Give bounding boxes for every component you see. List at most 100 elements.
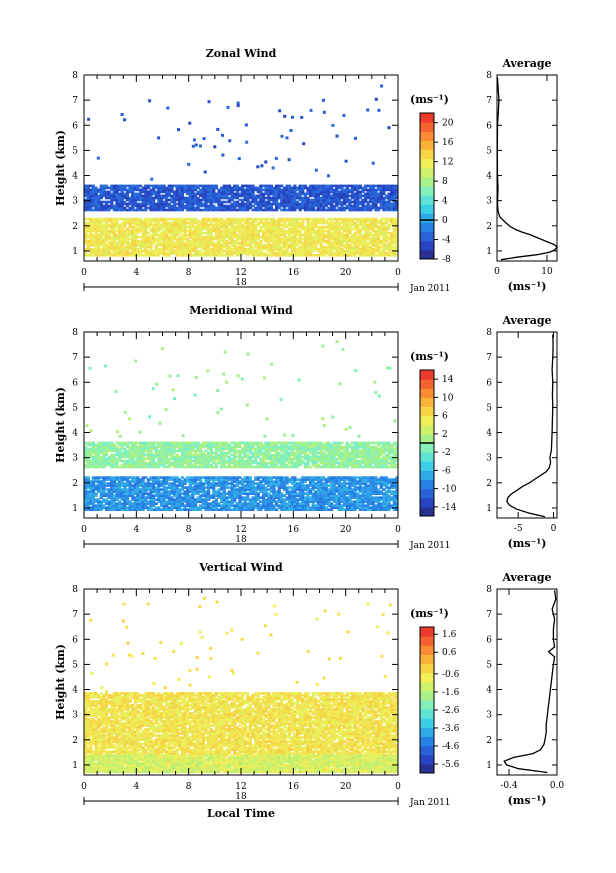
heatmap-cell xyxy=(225,445,229,449)
heatmap-cell xyxy=(384,245,389,249)
heatmap-cell xyxy=(131,188,135,192)
heatmap-cell xyxy=(230,188,234,192)
heatmap-cell xyxy=(118,449,122,453)
heatmap-cell xyxy=(345,233,349,237)
heatmap-cell xyxy=(387,200,391,204)
heatmap-cell xyxy=(220,239,224,243)
heatmap-cell xyxy=(369,225,373,229)
heatmap-cell xyxy=(353,206,357,210)
heatmap-cell xyxy=(350,237,355,241)
heatmap-cell xyxy=(337,457,341,461)
heatmap-cell xyxy=(264,235,268,239)
heatmap-cell xyxy=(146,196,150,200)
heatmap-cell xyxy=(84,459,88,463)
heatmap-cell xyxy=(319,198,323,202)
heatmap-cell xyxy=(298,451,302,455)
heatmap-cell xyxy=(173,443,177,447)
heatmap-cell xyxy=(245,140,249,144)
heatmap-cell xyxy=(209,229,213,233)
heatmap-cell xyxy=(301,461,305,465)
heatmap-cell xyxy=(345,223,349,227)
heatmap-cell xyxy=(259,245,263,249)
heatmap-cell xyxy=(309,217,313,221)
heatmap-cell xyxy=(269,198,273,202)
heatmap-cell xyxy=(107,443,111,447)
heatmap-cell xyxy=(146,441,150,445)
heatmap-cell xyxy=(186,451,190,455)
heatmap-cell xyxy=(193,459,198,463)
heatmap-cell xyxy=(149,208,153,212)
heatmap-cell xyxy=(170,243,174,247)
heatmap-cell xyxy=(280,198,284,202)
heatmap-cell xyxy=(379,186,383,190)
heatmap-cell xyxy=(94,447,98,451)
heatmap-cell xyxy=(395,239,398,243)
heatmap-cell xyxy=(175,223,179,227)
heatmap-cell xyxy=(392,443,396,447)
heatmap-cell xyxy=(209,247,213,251)
heatmap-cell xyxy=(120,113,124,116)
heatmap-cell xyxy=(86,245,90,249)
heatmap-cell xyxy=(327,221,331,225)
heatmap-cell xyxy=(269,229,273,233)
heatmap-cell xyxy=(298,241,302,245)
heatmap-cell xyxy=(384,217,389,221)
heatmap-cell xyxy=(324,235,328,239)
heatmap-cell xyxy=(220,229,224,233)
heatmap-cell xyxy=(201,184,205,188)
heatmap-cell xyxy=(131,186,135,190)
heatmap-cell xyxy=(104,254,109,257)
heatmap-cell xyxy=(209,249,213,253)
heatmap-cell xyxy=(369,245,373,249)
heatmap-cell xyxy=(167,465,171,469)
heatmap-cell xyxy=(144,245,148,249)
heatmap-cell xyxy=(269,443,273,447)
heatmap-cell xyxy=(348,461,352,465)
heatmap-cell xyxy=(188,249,192,253)
heatmap-cell xyxy=(293,237,297,241)
heatmap-cell xyxy=(152,443,156,447)
heatmap-cell xyxy=(226,105,230,109)
heatmap-cell xyxy=(89,449,93,453)
heatmap-cell xyxy=(364,463,368,467)
heatmap-cell xyxy=(157,223,161,227)
heatmap-cell xyxy=(115,252,119,255)
heatmap-cell xyxy=(280,196,284,200)
heatmap-cell xyxy=(309,208,313,212)
heatmap-cell xyxy=(356,465,360,469)
heatmap-cell xyxy=(309,247,313,251)
heatmap-cell xyxy=(89,229,93,233)
heatmap-cell xyxy=(214,254,218,257)
heatmap-cell xyxy=(280,457,284,461)
heatmap-cell xyxy=(180,206,184,210)
heatmap-cell xyxy=(165,192,169,196)
heatmap-cell xyxy=(335,219,339,223)
heatmap-cell xyxy=(217,252,221,255)
heatmap-cell xyxy=(311,186,315,190)
heatmap-cell xyxy=(285,184,289,188)
heatmap-cell xyxy=(125,235,130,239)
heatmap-cell xyxy=(243,465,247,469)
heatmap-cell xyxy=(173,229,177,233)
heatmap-cell xyxy=(199,233,203,237)
heatmap-cell xyxy=(369,184,373,188)
heatmap-cell xyxy=(222,194,226,198)
heatmap-cell xyxy=(241,252,245,255)
heatmap-cell xyxy=(301,445,305,449)
heatmap-cell xyxy=(314,245,318,249)
heatmap-cell xyxy=(107,206,111,210)
heatmap-cell xyxy=(178,235,182,239)
heatmap-cell xyxy=(199,192,203,196)
heatmap-cell xyxy=(102,206,106,210)
heatmap-cell xyxy=(222,457,226,461)
heatmap-cell xyxy=(369,449,373,453)
heatmap-cell xyxy=(335,200,339,204)
heatmap-cell xyxy=(303,227,307,231)
heatmap-cell xyxy=(277,190,281,194)
heatmap-cell xyxy=(343,245,347,249)
heatmap-cell xyxy=(91,227,95,231)
heatmap-cell xyxy=(178,206,182,210)
heatmap-cell xyxy=(392,200,396,204)
heatmap-cell xyxy=(236,104,240,108)
heatmap-cell xyxy=(201,192,205,196)
